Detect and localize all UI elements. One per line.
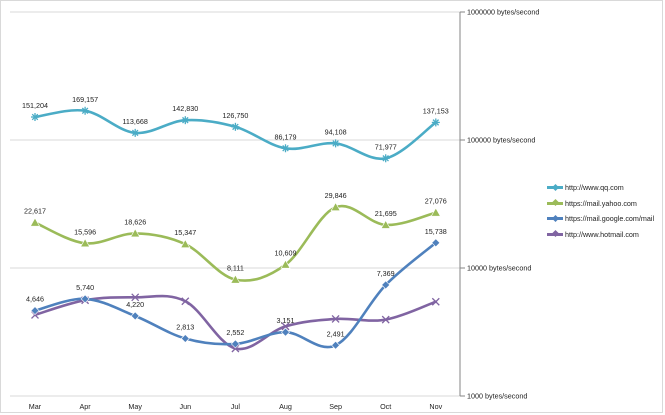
legend-swatch [547,232,563,236]
x-tick-label: Nov [429,402,442,411]
series-group [31,106,440,163]
data-label: 15,347 [174,228,196,237]
data-label: 4,646 [26,295,44,304]
data-label: 15,596 [74,227,96,236]
x-tick-label: Mar [29,402,42,411]
data-label: 94,108 [325,127,347,136]
data-label: 2,813 [176,323,194,332]
legend-label: https://mail.google.com/mail [565,214,655,224]
legend-item: http://www.hotmail.com [547,227,662,243]
data-label: 151,204 [22,101,48,110]
data-label: 169,157 [72,95,98,104]
data-label: 5,740 [76,283,94,292]
legend-swatch [547,186,563,190]
data-point-marker [130,228,141,238]
legend-swatch [547,201,563,205]
data-point-marker [280,259,291,269]
data-point-marker [231,344,240,353]
data-label: 29,846 [325,191,347,200]
data-label: 8,111 [227,264,244,273]
y-tick-label: 100000 bytes/second [467,136,535,145]
data-label: 27,076 [425,197,447,206]
x-tick-label: Jun [180,402,192,411]
data-point-marker [30,306,40,316]
data-point-marker [230,274,241,284]
data-point-marker [230,339,240,349]
data-point-marker [281,322,290,331]
data-label: 22,617 [24,207,46,216]
data-point-marker [181,297,190,306]
series-group [30,238,441,350]
x-tick-label: Jul [231,402,241,411]
data-point-marker [130,311,140,321]
data-label: 7,369 [377,269,395,278]
legend-item: https://mail.google.com/mail [547,211,662,227]
data-point-marker [431,297,440,306]
data-point-marker [281,327,290,337]
data-label: 126,750 [222,111,248,120]
data-label: 4,220 [126,300,144,309]
data-label: 3,151 [277,316,295,325]
data-point-marker [331,340,341,350]
data-point-marker [80,294,90,304]
y-tick-label: 10000 bytes/second [467,264,531,273]
x-tick-label: May [128,402,142,411]
data-point-marker [431,238,441,248]
data-label: 113,668 [122,117,147,126]
data-point-marker [381,280,391,290]
data-point-marker [80,238,91,248]
data-point-marker [430,207,441,217]
legend-item: http://www.qq.com [547,180,662,196]
legend-item: https://mail.yahoo.com [547,196,662,212]
data-point-marker [29,217,41,227]
data-point-marker [180,239,191,248]
x-tick-label: Sep [329,402,342,411]
data-label: 2,552 [226,328,244,337]
data-point-marker [331,314,340,323]
chart-legend: http://www.qq.com https://mail.yahoo.com h… [547,180,662,242]
y-tick-label: 1000 bytes/second [467,392,527,401]
data-label: 86,179 [275,132,297,141]
x-tick-label: Oct [380,402,391,411]
data-point-marker [381,315,390,324]
data-label: 21,695 [375,209,397,218]
series-group [29,202,441,284]
legend-label: http://www.hotmail.com [565,229,639,239]
x-tick-label: Aug [279,402,292,411]
data-label: 15,738 [425,227,447,236]
data-point-marker [131,293,140,302]
data-point-marker [380,219,391,229]
data-label: 71,977 [375,142,397,151]
data-label: 18,626 [124,217,146,226]
data-label: 10,609 [275,249,297,258]
data-point-marker [330,202,341,212]
data-label: 137,153 [423,106,449,115]
data-point-marker [180,334,190,343]
data-label: 2,491 [327,329,345,338]
x-tick-label: Apr [80,402,92,411]
legend-label: https://mail.yahoo.com [565,198,637,208]
legend-swatch [547,217,563,221]
data-label: 142,830 [172,104,198,113]
y-tick-label: 1000000 bytes/second [467,8,539,17]
legend-label: http://www.qq.com [565,183,624,193]
